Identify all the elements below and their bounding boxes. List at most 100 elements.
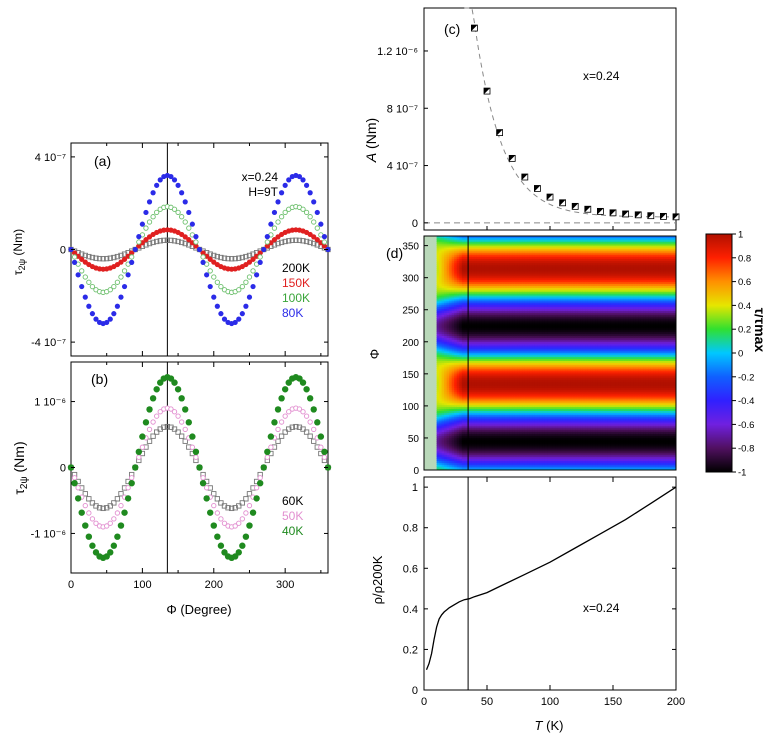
- heat-cell: [509, 446, 513, 450]
- heat-cell: [512, 356, 516, 360]
- heat-cell: [446, 260, 450, 263]
- heat-cell: [469, 462, 473, 465]
- heat-cell: [494, 416, 498, 419]
- y-tick-label: 8 10⁻⁷: [387, 103, 418, 115]
- data-point: [282, 182, 288, 188]
- heat-cell: [441, 431, 445, 435]
- heat-cell: [479, 387, 483, 390]
- heat-cell: [507, 379, 511, 383]
- heat-cell: [487, 389, 491, 392]
- data-point: [221, 316, 228, 322]
- heat-cell: [479, 306, 483, 310]
- heat-cell: [484, 298, 488, 302]
- heat-cell: [499, 398, 503, 402]
- heat-cell: [519, 373, 523, 377]
- heat-cell: [522, 416, 526, 419]
- heat-cell: [517, 364, 521, 367]
- heat-cell: [449, 343, 453, 346]
- heat-cell: [502, 396, 506, 400]
- heat-cell: [489, 298, 493, 302]
- heat-cell: [479, 402, 483, 406]
- heat-cell: [497, 425, 501, 429]
- heat-cell: [517, 406, 521, 410]
- heat-cell: [504, 354, 508, 358]
- heat-cell: [514, 337, 518, 340]
- heat-cell: [514, 398, 518, 402]
- heat-cell: [456, 260, 460, 263]
- heat-cell: [451, 271, 455, 275]
- heat-cell: [446, 452, 450, 456]
- heat-cell: [507, 281, 511, 285]
- heat-cell: [479, 425, 483, 429]
- heat-cell: [474, 314, 478, 317]
- heat-cell: [484, 258, 488, 261]
- heat-cell: [492, 279, 496, 283]
- heat-cell: [446, 398, 450, 402]
- heat-cell: [502, 252, 506, 256]
- data-point: [207, 509, 214, 516]
- heat-cell: [487, 331, 491, 335]
- heat-cell: [514, 298, 518, 302]
- heat-cell: [479, 239, 483, 242]
- y-tick-label: 0: [412, 218, 418, 230]
- heat-cell: [436, 371, 440, 375]
- heat-cell: [492, 416, 496, 419]
- heat-cell: [471, 431, 475, 435]
- heat-cell: [507, 308, 511, 311]
- heat-cell: [451, 435, 455, 438]
- heat-cell: [497, 294, 501, 298]
- heat-cell: [439, 421, 443, 425]
- data-point: [154, 238, 160, 245]
- heat-cell: [441, 364, 445, 367]
- heat-cell: [524, 439, 528, 442]
- heat-cell: [519, 264, 523, 267]
- heat-cell: [481, 293, 486, 296]
- heat-cell: [512, 314, 516, 317]
- heat-cell: [509, 248, 513, 252]
- heat-cell: [456, 352, 460, 356]
- heat-cell: [492, 266, 496, 269]
- heat-cell: [487, 285, 491, 288]
- heat-cell: [487, 364, 491, 367]
- heat-cell: [469, 437, 473, 440]
- heat-cell: [469, 283, 473, 286]
- heat-cell: [439, 258, 443, 261]
- heat-cell: [489, 312, 493, 315]
- heat-cell: [444, 456, 448, 460]
- heat-cell: [489, 314, 493, 317]
- heat-cell: [436, 425, 440, 429]
- heat-cell: [456, 337, 460, 340]
- heat-cell: [439, 269, 443, 273]
- heat-cell: [449, 466, 453, 469]
- heat-cell: [471, 381, 475, 385]
- heat-cell: [461, 262, 465, 265]
- heat-cell: [481, 241, 486, 244]
- heat-cell: [502, 356, 506, 360]
- heat-cell: [449, 375, 453, 379]
- data-point: [218, 516, 224, 522]
- heat-cell: [502, 273, 506, 277]
- heat-cell: [507, 441, 511, 444]
- heat-cell: [461, 450, 465, 454]
- heat-cell: [494, 304, 498, 308]
- heat-cell: [484, 408, 488, 411]
- heat-cell: [476, 377, 481, 381]
- heat-cell: [476, 444, 481, 448]
- heat-cell: [459, 379, 463, 383]
- heat-cell: [474, 289, 478, 292]
- heat-cell: [444, 391, 448, 394]
- heat-cell: [456, 254, 460, 258]
- heat-cell: [519, 394, 523, 398]
- heat-cell: [439, 346, 443, 350]
- heat-cell: [476, 254, 481, 258]
- heat-cell: [499, 416, 503, 419]
- heat-cell: [479, 416, 483, 419]
- heat-cell: [517, 283, 521, 286]
- heat-cell: [524, 348, 528, 352]
- heat-cell: [487, 444, 491, 448]
- heat-cell: [507, 285, 511, 288]
- heat-cell: [517, 268, 521, 271]
- heat-cell: [459, 310, 463, 313]
- heat-cell: [489, 396, 493, 400]
- heat-cell: [509, 331, 513, 335]
